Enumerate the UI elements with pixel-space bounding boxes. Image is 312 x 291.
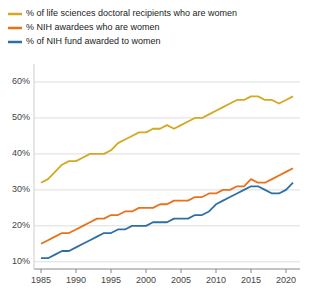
x-tick-label: 2005 <box>171 275 191 285</box>
y-tick-label: 30% <box>12 184 30 194</box>
legend-swatch <box>8 27 22 30</box>
x-tick-label: 1995 <box>101 275 121 285</box>
y-axis-line <box>34 64 35 269</box>
page: {"chart_data": {"type": "line", "x": [19… <box>0 0 312 291</box>
y-tick-label: 50% <box>12 112 30 122</box>
grid-line <box>34 153 300 154</box>
x-tick <box>251 269 252 273</box>
grid-line <box>34 117 300 118</box>
legend-label: % NIH awardees who are women <box>26 22 160 32</box>
y-tick-label: 10% <box>12 256 30 266</box>
x-tick <box>181 269 182 273</box>
x-tick-label: 2015 <box>241 275 261 285</box>
x-tick-label: 2020 <box>276 275 296 285</box>
x-axis-line <box>34 269 300 270</box>
chart: 10% 20% 30% 40% 50% 60% 1985 1990 1995 2000 2005 20… <box>0 0 312 291</box>
legend: % of life sciences doctoral recipients w… <box>8 8 237 46</box>
grid-line <box>34 189 300 190</box>
series-line <box>41 168 293 244</box>
y-tick-label: 60% <box>12 76 30 86</box>
x-tick <box>41 269 42 273</box>
grid-line <box>34 225 300 226</box>
x-tick-label: 1985 <box>31 275 51 285</box>
x-tick-label: 2010 <box>206 275 226 285</box>
grid-line <box>34 261 300 262</box>
x-tick-label: 1990 <box>66 275 86 285</box>
lines <box>41 96 293 258</box>
x-tick-label: 2000 <box>136 275 156 285</box>
x-tick <box>76 269 77 273</box>
series-line <box>41 96 293 182</box>
grid-line <box>34 81 300 82</box>
series-line <box>41 183 293 259</box>
x-tick <box>216 269 217 273</box>
legend-label: % of life sciences doctoral recipients w… <box>26 8 237 18</box>
x-tick <box>286 269 287 273</box>
legend-swatch <box>8 13 22 16</box>
legend-swatch <box>8 41 22 44</box>
y-grid <box>34 82 300 262</box>
x-tick <box>146 269 147 273</box>
y-tick-label: 20% <box>12 220 30 230</box>
y-tick-label: 40% <box>12 148 30 158</box>
x-tick <box>111 269 112 273</box>
legend-label: % of NIH fund awarded to women <box>26 36 161 46</box>
